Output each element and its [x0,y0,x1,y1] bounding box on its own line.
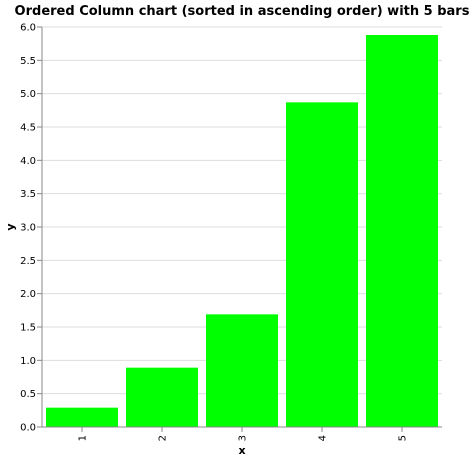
y-tick-label: 4.0 [20,156,36,167]
x-axis-label: x [238,444,245,457]
y-tick-label: 1.5 [20,323,36,334]
x-tick-label: 1 [78,435,89,441]
bar-5 [366,35,438,427]
y-tick-labels: 0.0 0.5 1.0 1.5 2.0 2.5 3.0 3.5 4.0 4.5 5.0 5.5 6.0 [20,23,42,434]
x-tick-label: 2 [158,435,169,441]
y-tick-label: 4.5 [20,123,36,134]
y-tick-label: 5.5 [20,56,36,67]
x-tick-label: 3 [238,435,249,441]
chart-title: Ordered Column chart (sorted in ascendin… [15,4,470,19]
bar-4 [286,102,358,427]
y-tick-label: 0.5 [20,389,36,400]
x-tick-label: 4 [318,435,329,441]
y-tick-label: 6.0 [20,23,36,34]
y-tick-label: 3.0 [20,223,36,234]
bar-1 [46,407,118,427]
y-axis-label: y [4,223,17,230]
y-tick-label: 5.0 [20,89,36,100]
x-tick-label: 5 [398,435,409,441]
bar-2 [126,367,198,427]
y-tick-label: 0.0 [20,423,36,434]
y-tick-label: 2.0 [20,289,36,300]
y-tick-label: 1.0 [20,356,36,367]
y-tick-label: 3.5 [20,189,36,200]
y-tick-label: 2.5 [20,256,36,267]
bar-3 [206,314,278,427]
x-tick-labels: 1 2 3 4 5 [78,427,409,441]
bars [46,35,438,427]
